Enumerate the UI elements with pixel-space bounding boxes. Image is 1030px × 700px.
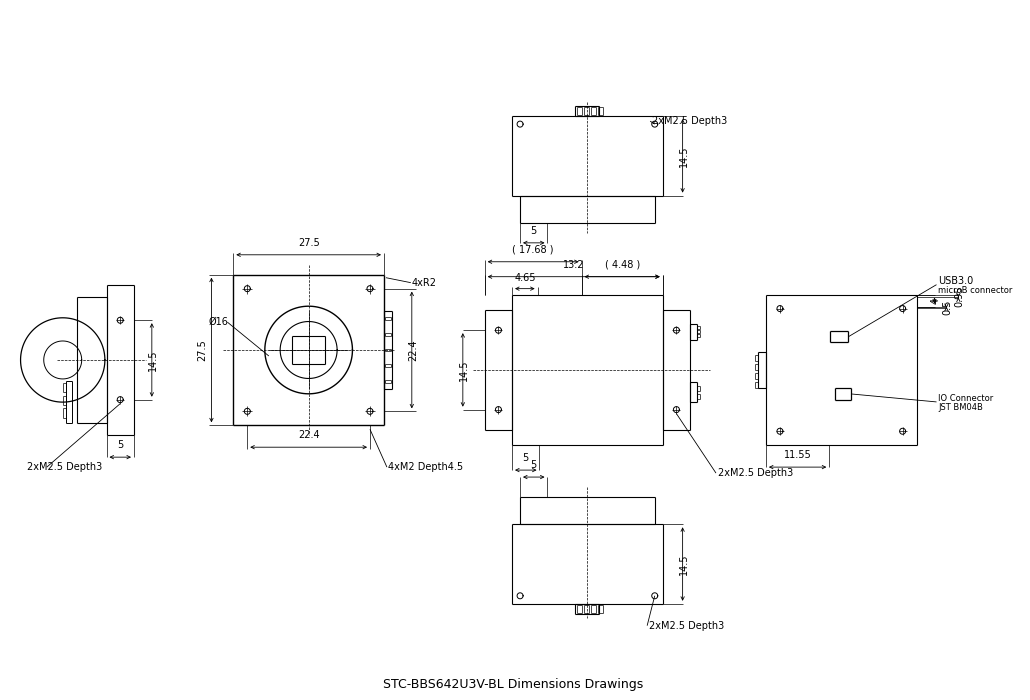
Text: 14.5: 14.5 <box>458 359 469 381</box>
Text: 4.65: 4.65 <box>514 273 536 283</box>
Text: ( 17.68 ): ( 17.68 ) <box>512 245 554 255</box>
Text: IO Connector: IO Connector <box>938 394 994 403</box>
Text: 2xM2.5 Depth3: 2xM2.5 Depth3 <box>718 468 793 478</box>
Text: 0.5: 0.5 <box>942 300 953 315</box>
Text: 22.4: 22.4 <box>408 340 418 360</box>
Text: 5: 5 <box>530 226 537 236</box>
Text: 0.95: 0.95 <box>955 286 964 307</box>
Text: 2xM2.5 Depth3: 2xM2.5 Depth3 <box>27 462 102 472</box>
Text: Ø16: Ø16 <box>208 317 229 327</box>
Text: 11.55: 11.55 <box>784 450 812 460</box>
Text: 14.5: 14.5 <box>148 349 158 371</box>
Text: 14.5: 14.5 <box>679 145 689 167</box>
Text: 27.5: 27.5 <box>298 238 319 248</box>
Text: JST BM04B: JST BM04B <box>938 403 984 412</box>
Text: 14.5: 14.5 <box>679 553 689 575</box>
Text: microB connector: microB connector <box>938 286 1012 295</box>
Text: 13.2: 13.2 <box>563 260 584 270</box>
Text: 22.4: 22.4 <box>298 430 319 440</box>
Text: 2xM2.5 Depth3: 2xM2.5 Depth3 <box>649 621 724 631</box>
Text: 4xM2 Depth4.5: 4xM2 Depth4.5 <box>388 462 464 472</box>
Text: 27.5: 27.5 <box>198 339 207 361</box>
Text: USB3.0: USB3.0 <box>938 276 973 286</box>
Text: 5: 5 <box>117 440 124 450</box>
Text: ( 4.48 ): ( 4.48 ) <box>605 260 640 270</box>
Text: 4: 4 <box>930 298 940 304</box>
Text: 4xR2: 4xR2 <box>412 278 437 288</box>
Text: STC-BBS642U3V-BL Dimensions Drawings: STC-BBS642U3V-BL Dimensions Drawings <box>382 678 643 691</box>
Text: 5: 5 <box>522 453 529 463</box>
Text: 5: 5 <box>530 460 537 470</box>
Text: 2xM2.5 Depth3: 2xM2.5 Depth3 <box>652 116 727 126</box>
